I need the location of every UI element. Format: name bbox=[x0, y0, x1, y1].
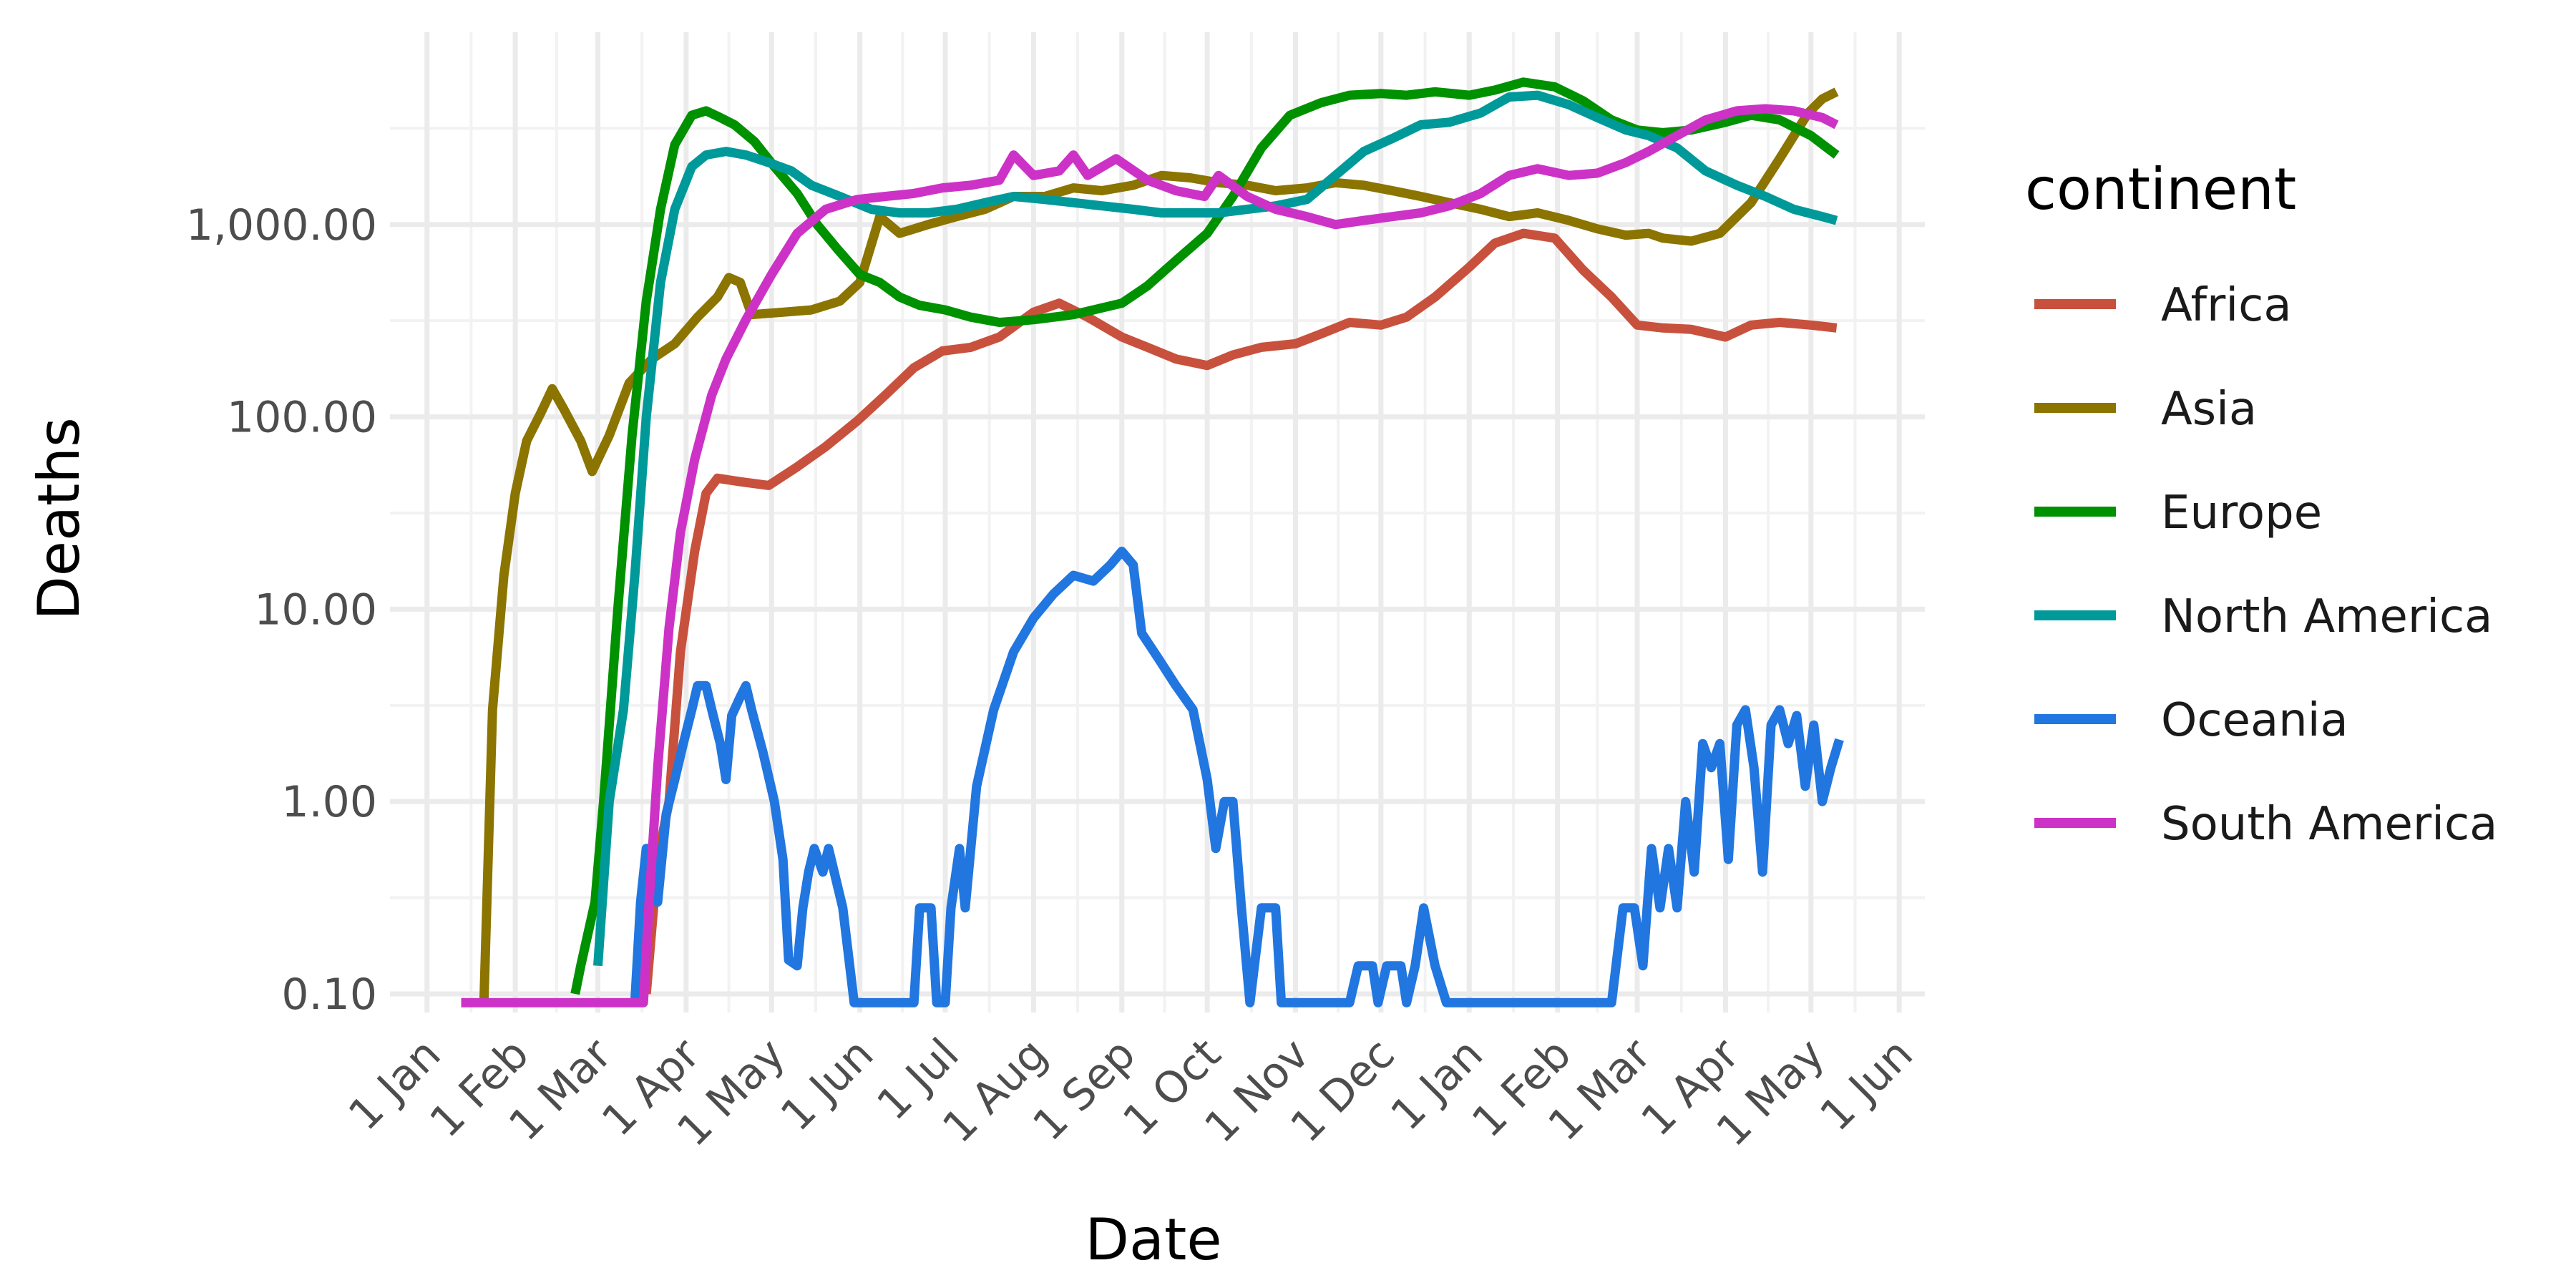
series-line-oceania bbox=[630, 547, 1844, 1008]
series-line-north-america bbox=[593, 90, 1838, 967]
legend-label-europe: Europe bbox=[2161, 487, 2322, 540]
y-tick-label: 100.00 bbox=[227, 393, 377, 443]
legend-title: continent bbox=[2025, 156, 2296, 223]
legend-label-north-america: North America bbox=[2161, 590, 2492, 643]
y-tick-label: 0.10 bbox=[281, 970, 377, 1020]
y-axis-tick-labels: 0.10 1.00 10.00 100.00 1,000.00 bbox=[186, 200, 377, 1020]
series-line-africa bbox=[641, 228, 1838, 995]
legend: continent Africa Asia Europe North America O… bbox=[2025, 156, 2497, 851]
legend-items: Africa Asia Europe North America Oceania Sout… bbox=[2034, 279, 2497, 851]
x-axis-title: Date bbox=[1085, 1206, 1221, 1273]
series-line-europe bbox=[570, 77, 1840, 995]
legend-label-africa: Africa bbox=[2161, 279, 2292, 332]
y-tick-label: 1.00 bbox=[281, 777, 377, 827]
y-axis-title: Deaths bbox=[26, 417, 92, 620]
y-tick-label: 10.00 bbox=[254, 585, 377, 635]
legend-label-oceania: Oceania bbox=[2161, 694, 2348, 747]
legend-label-south-america: South America bbox=[2161, 798, 2497, 851]
series-line-south-america bbox=[461, 104, 1839, 1008]
series-lines bbox=[461, 77, 1844, 1008]
minor-gridlines bbox=[390, 32, 1925, 1013]
legend-label-asia: Asia bbox=[2161, 383, 2257, 436]
y-tick-label: 1,000.00 bbox=[186, 200, 377, 250]
